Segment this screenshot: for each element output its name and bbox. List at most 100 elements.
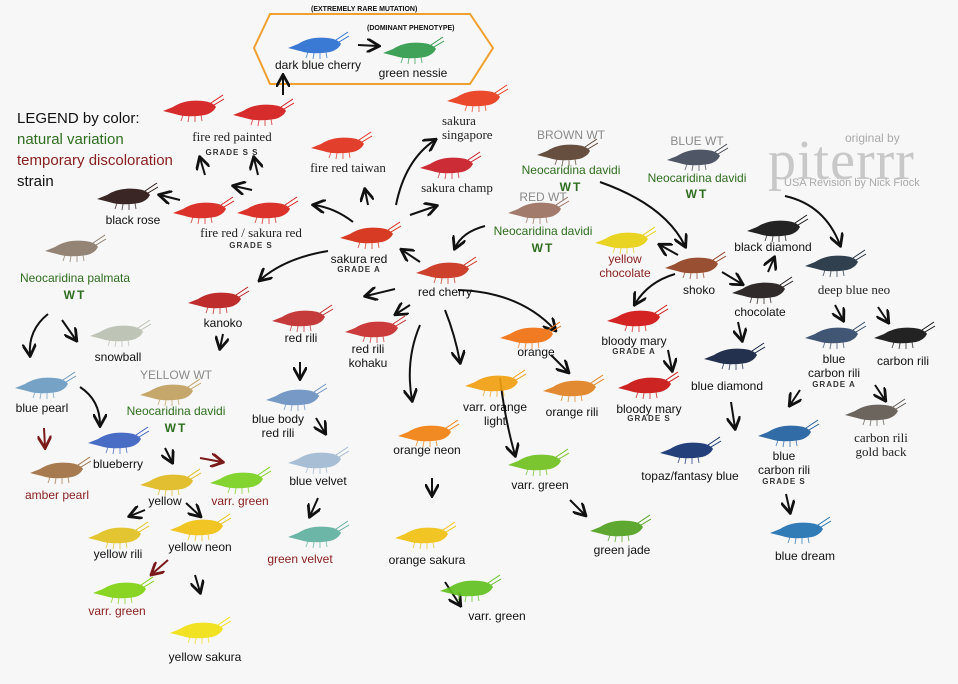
node-label: orange: [517, 345, 555, 359]
rare-mutation-note: (EXTREMELY RARE MUTATION): [311, 6, 418, 13]
node-label: orange rili: [545, 405, 599, 419]
node-label: carbon rili: [876, 354, 930, 368]
node-label-line2: red rili: [261, 426, 295, 440]
shrimp-icon: [30, 456, 92, 485]
shrimp-icon: [88, 426, 150, 455]
shrimp-icon: [140, 378, 202, 407]
node-label: kanoko: [203, 316, 243, 330]
shrimp-icon: [420, 151, 482, 180]
shrimp-icon: [288, 31, 350, 60]
node-label-line2: chocolate: [599, 266, 651, 280]
shrimp-icon: [97, 182, 159, 211]
shrimp-icon: [140, 468, 202, 497]
shrimp-icon: [170, 513, 232, 542]
shrimp-icon: [874, 321, 936, 350]
grade-label: GRADE S: [627, 414, 671, 423]
watermark-logo: piterrr: [768, 130, 915, 192]
node-label: dark blue cherry: [274, 58, 362, 72]
legend-title: LEGEND by color:: [17, 110, 140, 127]
grade-label: GRADE S: [762, 477, 806, 486]
shrimp-icon: [237, 196, 299, 225]
shrimp-icon: [416, 256, 478, 285]
shrimp-icon: [537, 138, 599, 167]
wt-label: WT: [531, 241, 555, 255]
shrimp-icon: [311, 131, 373, 160]
node-label: blue diamond: [690, 379, 764, 393]
shrimp-icon: [383, 36, 445, 65]
node-label: bloody mary: [601, 334, 667, 348]
shrimp-icon: [508, 196, 570, 225]
node-label: varr. green: [88, 604, 146, 618]
node-label: deep blue neo: [817, 282, 891, 297]
legend: LEGEND by color: natural variation tempo…: [17, 108, 173, 192]
shrimp-icon: [288, 520, 350, 549]
node-label: blue: [822, 352, 846, 366]
grade-label: GRADE S S: [205, 148, 259, 157]
node-label: blue dream: [774, 549, 836, 563]
node-label: varr. green: [511, 478, 569, 492]
node-label: orange sakura: [388, 553, 466, 567]
shrimp-icon: [266, 383, 328, 412]
shrimp-icon: [345, 315, 407, 344]
node-label: varr. orange: [462, 400, 528, 414]
shrimp-icon: [770, 516, 832, 545]
shrimp-icon: [163, 94, 225, 123]
wt-label: WT: [63, 288, 87, 302]
node-label: Neocaridina davidi: [126, 404, 226, 418]
node-label-line2: gold back: [855, 444, 907, 459]
node-label: blue body: [251, 412, 305, 426]
node-label: green velvet: [267, 552, 333, 566]
shrimp-icon: [543, 374, 605, 403]
grade-label: GRADE A: [812, 380, 856, 389]
node-label-line2: carbon rili: [757, 463, 811, 477]
node-label: red cherry: [417, 285, 473, 299]
shrimp-icon: [447, 84, 509, 113]
node-label: varr. green: [468, 609, 526, 623]
lineage-arrows: [30, 45, 888, 605]
wt-label: WT: [164, 421, 188, 435]
node-label-line2: carbon rili: [807, 366, 861, 380]
shrimp-icon: [88, 521, 150, 550]
shrimp-icon: [665, 251, 727, 280]
wt-label: WT: [685, 187, 709, 201]
shrimp-icon: [732, 276, 794, 305]
legend-strain: strain: [17, 173, 54, 190]
shrimp-icon: [440, 574, 502, 603]
node-label: black rose: [105, 213, 161, 227]
node-label: yellow: [608, 252, 642, 266]
shrimp-icon: [272, 304, 334, 333]
wt-header: YELLOW WT: [139, 368, 213, 382]
node-label: green jade: [593, 543, 651, 557]
grade-label: GRADE S: [229, 241, 273, 250]
shrimp-icon: [500, 321, 562, 350]
node-label: shoko: [682, 283, 716, 297]
node-label: topaz/fantasy blue: [641, 469, 739, 483]
node-label: fire red painted: [192, 129, 272, 144]
node-label-line2: light: [483, 414, 507, 428]
shrimp-icon: [704, 342, 766, 371]
shrimp-icon: [618, 371, 680, 400]
shrimp-icon: [845, 398, 907, 427]
shrimp-icon: [15, 371, 77, 400]
node-label: sakura singapore: [442, 113, 493, 142]
node-label: fire red taiwan: [310, 160, 386, 175]
node-label: Neocaridina palmata: [19, 271, 131, 285]
shrimp-icon: [288, 446, 350, 475]
node-label: Neocaridina davidi: [493, 224, 593, 238]
node-label: green nessie: [378, 66, 448, 80]
node-label: yellow sakura: [168, 650, 242, 664]
node-label-line2: kohaku: [348, 356, 388, 370]
node-label: red rili: [284, 331, 318, 345]
shrimp-icon: [398, 419, 460, 448]
temporary-arrows: [44, 427, 222, 574]
watermark-original-by: original by: [845, 131, 900, 145]
wt-label: WT: [559, 180, 583, 194]
node-label: bloody mary: [616, 402, 682, 416]
node-label: black diamond: [734, 240, 812, 254]
shrimp-icon: [233, 98, 295, 127]
node-label: Neocaridina davidi: [647, 171, 747, 185]
node-label: yellow: [148, 494, 182, 508]
shrimp-icon: [93, 576, 155, 605]
node-label: blue velvet: [289, 474, 347, 488]
